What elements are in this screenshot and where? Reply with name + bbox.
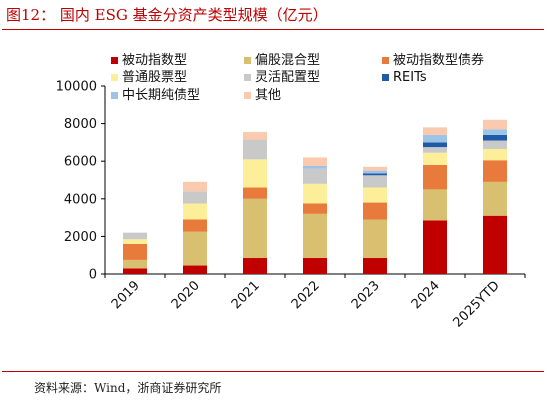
legend-swatch-3 <box>382 57 389 64</box>
figure-title: 图12： 国内 ESG 基金分资产类型规模（亿元） <box>6 6 328 24</box>
y-tick-label: 8000 <box>64 117 97 132</box>
bar-segment-2024-s2 <box>423 189 447 221</box>
bar-segment-2024-s3 <box>423 164 447 190</box>
x-tick-label: 2023 <box>349 278 383 312</box>
bar-segment-2020-s1 <box>183 265 207 274</box>
bar-segment-2020-s8 <box>183 181 207 192</box>
y-tick-label: 2000 <box>64 230 97 245</box>
legend-swatch-8 <box>244 92 251 99</box>
bar-segment-2025YTD-s2 <box>483 181 507 216</box>
bar-segment-2024-s5 <box>423 147 447 153</box>
bar-segment-2025YTD-s3 <box>483 160 507 182</box>
legend-label-5: 灵活配置型 <box>255 70 320 85</box>
bar-segment-2023-s3 <box>363 202 387 220</box>
legend-swatch-5 <box>244 74 251 81</box>
axes: 0 2000 4000 6000 8000 10000 2019 2020 2021 2022 20… <box>56 80 526 331</box>
legend-label-3: 被动指数型债券 <box>393 52 484 68</box>
legend-label-8: 其他 <box>255 88 281 103</box>
bar-segment-2022-s3 <box>303 203 327 214</box>
bar-segment-2021-s2 <box>243 198 267 259</box>
bar-segment-2023-s4 <box>363 187 387 203</box>
bar-segment-2025YTD-s5 <box>483 140 507 149</box>
legend-label-4: 普通股票型 <box>122 70 187 85</box>
bar-segment-2020-s2 <box>183 231 207 266</box>
legend-swatch-2 <box>244 57 251 64</box>
bar-segment-2025YTD-s1 <box>483 215 507 274</box>
bar-segment-2023-s5 <box>363 175 387 188</box>
bar-segment-2021-s3 <box>243 187 267 199</box>
bar-segment-2019-s1 <box>123 268 147 274</box>
bar-segment-2022-s4 <box>303 183 327 204</box>
legend-label-7: 中长期纯债型 <box>122 88 200 103</box>
bar-segment-2023-s2 <box>363 219 387 259</box>
y-tick-label: 6000 <box>64 155 97 170</box>
legend-label-2: 偏股混合型 <box>255 53 320 68</box>
legend-swatch-6 <box>382 74 389 81</box>
bar-segment-2019-s4 <box>123 239 147 244</box>
bar-segment-2019-s2 <box>123 259 147 269</box>
legend-swatch-7 <box>111 92 118 99</box>
x-tick-label: 2024 <box>409 278 443 312</box>
bar-segment-2025YTD-s6 <box>483 134 507 141</box>
bar-segment-2023-s6 <box>363 173 387 176</box>
bar-segment-2022-s1 <box>303 258 327 274</box>
x-tick-label: 2020 <box>169 278 203 312</box>
bar-segment-2021-s4 <box>243 159 267 188</box>
legend-label-6: REITs <box>393 70 427 85</box>
legend-label-1: 被动指数型 <box>122 53 187 68</box>
bar-segment-2021-s5 <box>243 139 267 160</box>
x-tick-label: 2021 <box>229 278 263 312</box>
bar-segment-2021-s1 <box>243 258 267 274</box>
bar-segment-2024-s1 <box>423 220 447 274</box>
x-tick-label: 2019 <box>109 278 143 312</box>
x-tick-label: 2025YTD <box>451 278 503 330</box>
x-tick-label: 2022 <box>289 278 323 312</box>
source-rule <box>2 371 544 372</box>
bar-segment-2024-s6 <box>423 142 447 148</box>
bar-segment-2025YTD-s4 <box>483 148 507 161</box>
bar-segment-2022-s5 <box>303 168 327 184</box>
bar-segment-2020-s5 <box>183 191 207 204</box>
bar-segment-2023-s7 <box>363 170 387 174</box>
bar-segment-2019-s5 <box>123 232 147 240</box>
bar-segment-2020-s3 <box>183 219 207 232</box>
legend-swatch-4 <box>111 74 118 81</box>
bars <box>123 119 507 274</box>
legend-swatch-1 <box>111 57 118 64</box>
bar-segment-2022-s7 <box>303 165 327 169</box>
y-tick-label: 10000 <box>56 80 97 95</box>
bar-segment-2024-s4 <box>423 152 447 165</box>
y-tick-label: 0 <box>89 268 97 283</box>
bar-segment-2020-s4 <box>183 203 207 220</box>
bar-segment-2023-s1 <box>363 258 387 274</box>
bar-segment-2025YTD-s8 <box>483 119 507 130</box>
bar-segment-2022-s8 <box>303 157 327 166</box>
bar-segment-2022-s2 <box>303 213 327 259</box>
bar-segment-2025YTD-s7 <box>483 129 507 135</box>
bar-segment-2024-s8 <box>423 127 447 135</box>
bar-segment-2019-s3 <box>123 243 147 260</box>
bar-segment-2024-s7 <box>423 134 447 143</box>
bar-segment-2023-s8 <box>363 166 387 171</box>
bar-segment-2021-s8 <box>243 132 267 140</box>
source-note: 资料来源：Wind，浙商证券研究所 <box>34 381 222 395</box>
y-tick-label: 4000 <box>64 192 97 207</box>
title-rule <box>2 29 544 30</box>
